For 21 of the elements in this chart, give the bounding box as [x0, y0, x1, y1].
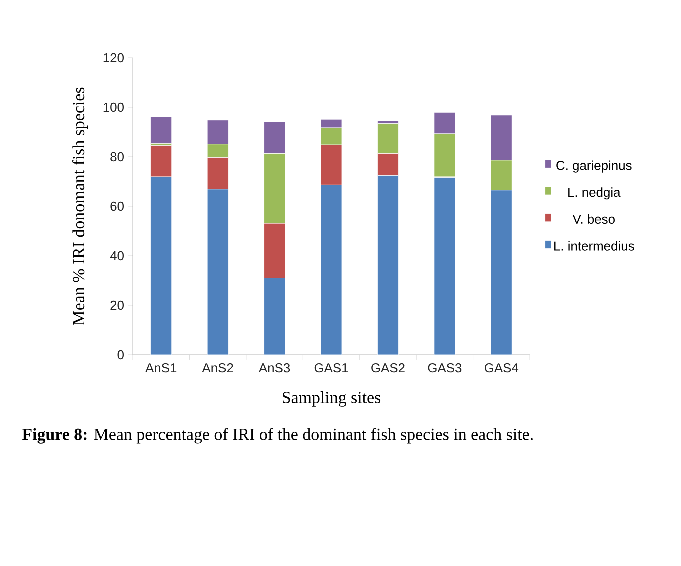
x-tick-label: AnS3 — [258, 364, 290, 373]
y-tick-label: 40 — [110, 251, 124, 261]
legend-label: L. nedgia — [568, 188, 621, 200]
x-tick-label: AnS1 — [146, 364, 177, 373]
legend-label: C. gariepinus — [556, 160, 632, 173]
x-axis-title: Sampling sites — [283, 392, 381, 407]
x-tick-label: GAS3 — [428, 364, 462, 373]
x-tick-label: AnS2 — [202, 364, 234, 373]
y-tick-label: 80 — [110, 152, 124, 162]
y-axis-title: Mean % IRI donomant fish species — [72, 88, 88, 326]
x-tick-label: GAS4 — [485, 364, 519, 373]
x-tick-label: GAS2 — [372, 364, 405, 373]
y-tick-label: 0 — [118, 350, 124, 360]
text: Figure 8: Mean percentage of IRI of the dominant fish species in each site. — [22, 428, 533, 444]
x-tick-label: GAS1 — [314, 364, 348, 373]
y-tick-label: 20 — [110, 300, 124, 310]
legend-label: V. beso — [572, 214, 615, 224]
legend-label: L. intermedius — [554, 241, 634, 251]
y-tick-label: 60 — [110, 202, 124, 212]
y-tick-label: 100 — [104, 102, 124, 112]
y-tick-label: 120 — [104, 53, 124, 63]
